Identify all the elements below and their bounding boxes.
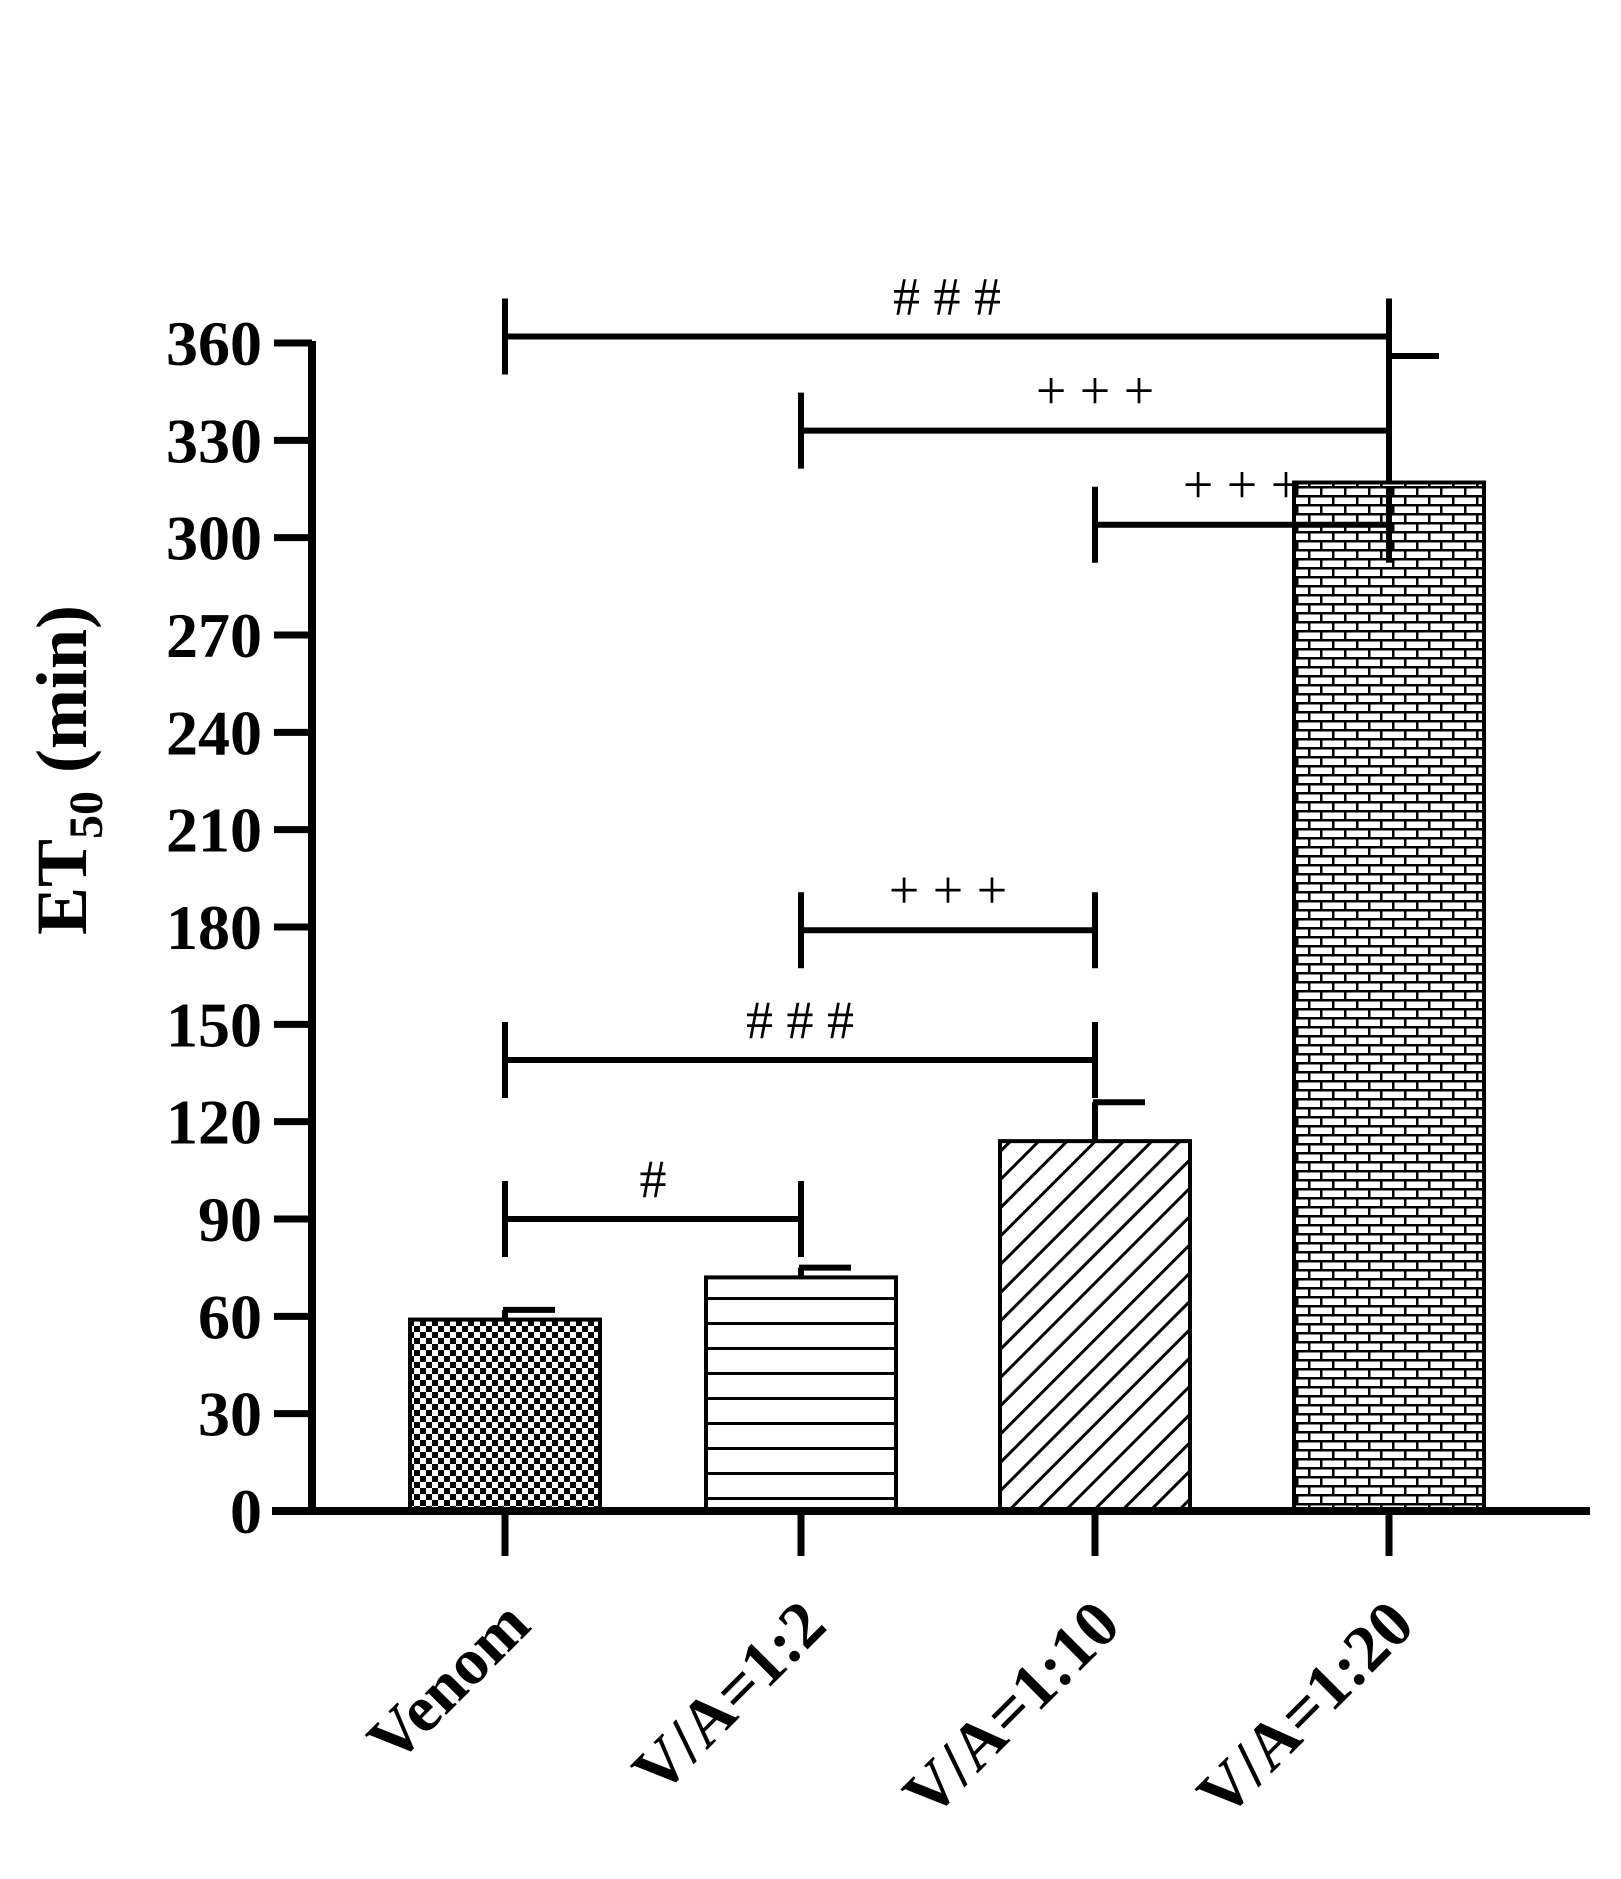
y-tick-label-210: 210 [166, 795, 262, 866]
y-tick-label-30: 30 [198, 1379, 262, 1450]
bar-1 [408, 1317, 602, 1513]
bars [408, 480, 1486, 1514]
y-tick-labels: 0 30 60 90 120 150 180 210 240 270 300 330 360 [166, 308, 262, 1547]
y-tick-label-60: 60 [198, 1281, 262, 1352]
y-tick-label-300: 300 [166, 503, 262, 574]
y-tick-label-90: 90 [198, 1184, 262, 1255]
category-label-4: V/A=1:20 [1183, 1587, 1427, 1831]
y-tick-label-0: 0 [230, 1476, 262, 1547]
bar-2 [704, 1275, 898, 1514]
bar-4 [1292, 480, 1486, 1513]
y-tick-label-180: 180 [166, 892, 262, 963]
y-tick-label-330: 330 [166, 405, 262, 476]
sig-label-4: + + + [889, 860, 1007, 920]
sig-label-2: + + + [1036, 361, 1154, 421]
sig-label-3: + + + [1183, 455, 1301, 515]
y-axis-title: ET50 (min) [22, 605, 113, 935]
y-tick-label-150: 150 [166, 989, 262, 1060]
y-tick-label-240: 240 [166, 697, 262, 768]
significance-brackets: # # # + + + + + + + + + # # # # [502, 267, 1392, 1257]
category-labels: Venom V/A=1:2 V/A=1:10 V/A=1:20 [354, 1587, 1428, 1831]
y-tick-label-120: 120 [166, 1087, 262, 1158]
sig-label-1: # # # [893, 267, 1001, 327]
category-label-1: Venom [354, 1587, 544, 1777]
y-tick-label-270: 270 [166, 600, 262, 671]
axes [272, 339, 1590, 1556]
category-label-3: V/A=1:10 [889, 1587, 1133, 1831]
y-tick-label-360: 360 [166, 308, 262, 379]
category-label-2: V/A=1:2 [619, 1587, 840, 1808]
sig-label-5: # # # [746, 990, 854, 1050]
sig-label-6: # [640, 1149, 667, 1209]
bar-3 [998, 1139, 1192, 1513]
